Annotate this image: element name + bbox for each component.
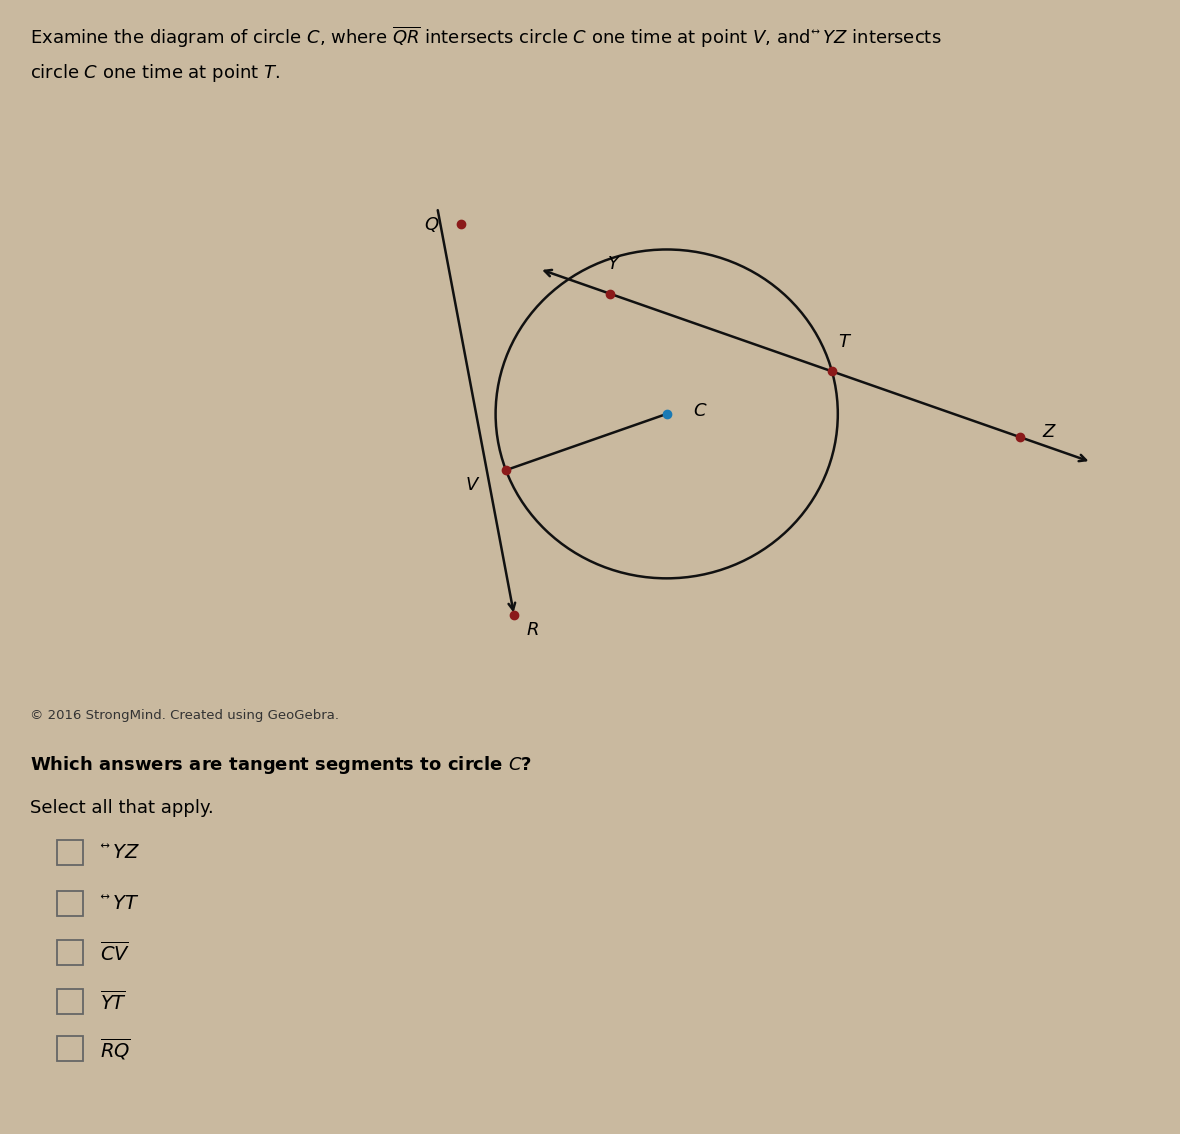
Text: $Z$: $Z$ <box>1042 423 1057 441</box>
Bar <box>57 940 83 965</box>
Text: Select all that apply.: Select all that apply. <box>30 799 214 818</box>
Text: $V$: $V$ <box>465 476 480 493</box>
Text: $C$: $C$ <box>693 401 707 420</box>
Text: $\overleftrightarrow{YZ}$: $\overleftrightarrow{YZ}$ <box>100 844 140 862</box>
Bar <box>57 891 83 916</box>
Text: $Y$: $Y$ <box>607 255 621 273</box>
Text: $\overline{CV}$: $\overline{CV}$ <box>100 941 130 964</box>
Bar <box>57 840 83 865</box>
Text: © 2016 StrongMind. Created using GeoGebra.: © 2016 StrongMind. Created using GeoGebr… <box>30 709 339 721</box>
Text: Which answers are tangent segments to circle $C$?: Which answers are tangent segments to ci… <box>30 754 531 776</box>
Text: $T$: $T$ <box>838 333 852 350</box>
Text: $R$: $R$ <box>526 621 539 638</box>
Text: circle $C$ one time at point $T$.: circle $C$ one time at point $T$. <box>30 62 280 84</box>
Bar <box>57 989 83 1014</box>
Text: $\overline{YT}$: $\overline{YT}$ <box>100 990 127 1013</box>
Text: $\overleftrightarrow{YT}$: $\overleftrightarrow{YT}$ <box>100 895 140 913</box>
Bar <box>57 1036 83 1061</box>
Text: $\overline{RQ}$: $\overline{RQ}$ <box>100 1036 131 1061</box>
Text: Examine the diagram of circle $C$, where $\overline{QR}$ intersects circle $C$ o: Examine the diagram of circle $C$, where… <box>30 25 940 50</box>
Text: $Q$: $Q$ <box>424 215 440 234</box>
